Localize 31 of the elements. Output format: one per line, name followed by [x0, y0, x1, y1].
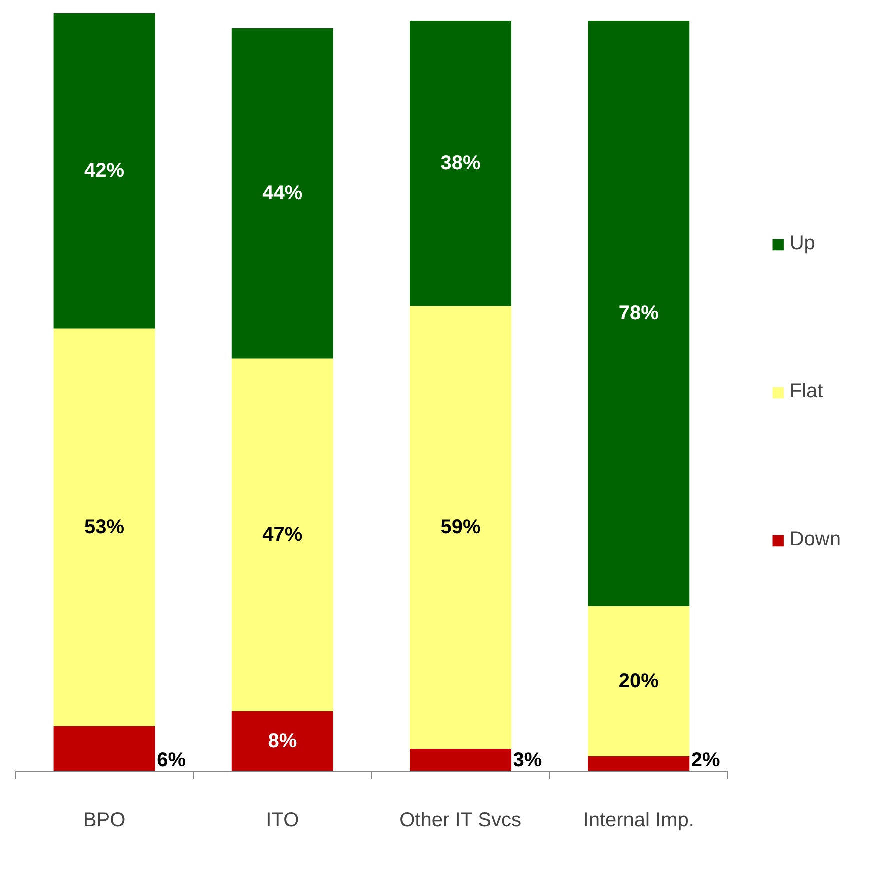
- bar: [410, 306, 512, 749]
- bar: [232, 28, 334, 359]
- data-label: 6%: [157, 750, 186, 772]
- x-tick-label: Internal Imp.: [583, 810, 694, 832]
- x-tick-label: ITO: [266, 810, 300, 832]
- data-label: 59%: [440, 516, 481, 539]
- legend-label: Down: [790, 528, 841, 552]
- legend-label: Up: [790, 232, 816, 256]
- bar: [54, 14, 156, 329]
- data-label: 8%: [268, 730, 298, 752]
- bar: [588, 756, 690, 772]
- data-label: 78%: [618, 302, 660, 325]
- bar: [232, 711, 334, 772]
- data-label: 3%: [513, 750, 542, 772]
- legend-label: Flat: [790, 380, 824, 404]
- data-label: 44%: [262, 182, 303, 205]
- data-label: 47%: [262, 524, 303, 546]
- bar: [54, 328, 156, 726]
- data-label: 20%: [618, 670, 660, 692]
- data-label: 38%: [440, 152, 481, 175]
- bar: [588, 606, 690, 756]
- x-tick-label: BPO: [83, 810, 126, 832]
- x-tick-label: Other IT Svcs: [400, 810, 522, 832]
- bar: [54, 726, 156, 772]
- bar: [410, 748, 512, 772]
- bar: [232, 358, 334, 712]
- bar: [410, 21, 512, 306]
- data-label: 42%: [84, 160, 125, 182]
- data-label: 2%: [691, 750, 721, 772]
- bar: [588, 21, 690, 606]
- data-label: 53%: [84, 516, 125, 539]
